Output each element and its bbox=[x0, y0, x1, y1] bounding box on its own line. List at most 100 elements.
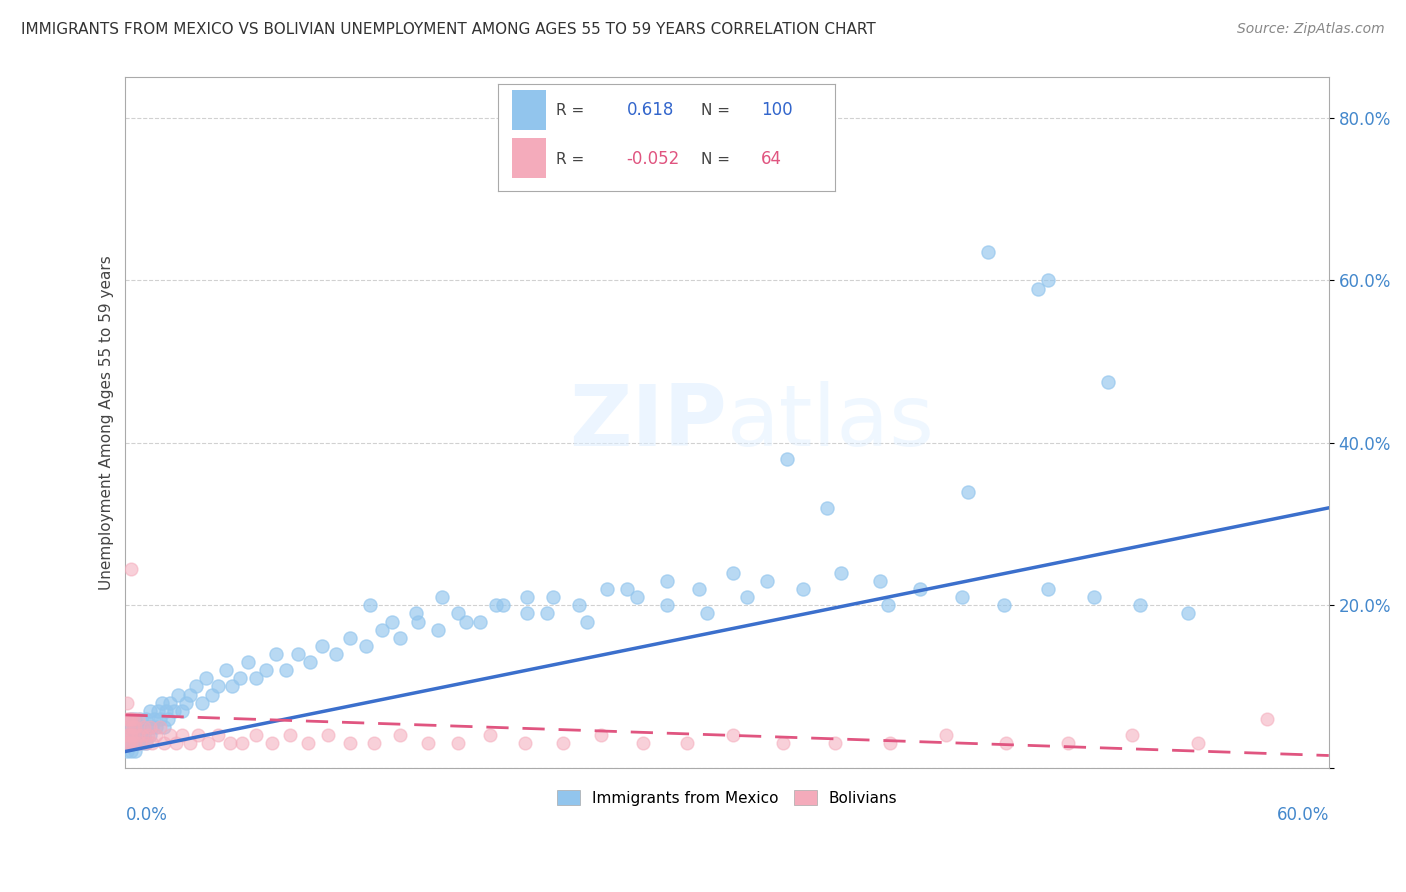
Point bbox=[146, 704, 169, 718]
Point bbox=[1326, 736, 1348, 750]
Point bbox=[655, 574, 678, 588]
Point bbox=[117, 696, 139, 710]
Point bbox=[197, 736, 219, 750]
Point bbox=[194, 672, 217, 686]
Point bbox=[190, 696, 212, 710]
Point bbox=[1187, 736, 1209, 750]
Point bbox=[117, 744, 139, 758]
Point bbox=[260, 736, 283, 750]
Point bbox=[513, 736, 536, 750]
Point bbox=[117, 736, 139, 750]
Point bbox=[575, 615, 598, 629]
Point bbox=[876, 599, 898, 613]
Point bbox=[596, 582, 619, 596]
Point bbox=[118, 712, 141, 726]
Point bbox=[1036, 582, 1059, 596]
Point bbox=[589, 728, 612, 742]
Point bbox=[696, 607, 718, 621]
Point bbox=[1256, 712, 1278, 726]
Point bbox=[131, 736, 153, 750]
Point bbox=[626, 590, 648, 604]
Point bbox=[128, 736, 150, 750]
Point bbox=[184, 680, 207, 694]
Point bbox=[447, 736, 470, 750]
Point bbox=[121, 744, 143, 758]
Point bbox=[122, 736, 145, 750]
Text: IMMIGRANTS FROM MEXICO VS BOLIVIAN UNEMPLOYMENT AMONG AGES 55 TO 59 YEARS CORREL: IMMIGRANTS FROM MEXICO VS BOLIVIAN UNEMP… bbox=[21, 22, 876, 37]
Point bbox=[215, 663, 238, 677]
Point bbox=[122, 712, 145, 726]
Point bbox=[359, 599, 381, 613]
Point bbox=[792, 582, 814, 596]
Point bbox=[956, 484, 979, 499]
Point bbox=[127, 712, 149, 726]
Point bbox=[124, 744, 146, 758]
Point bbox=[297, 736, 319, 750]
Point bbox=[122, 728, 145, 742]
Point bbox=[316, 728, 339, 742]
Point bbox=[568, 599, 591, 613]
Point bbox=[135, 712, 157, 726]
Point bbox=[950, 590, 973, 604]
Point bbox=[688, 582, 710, 596]
Point bbox=[735, 590, 758, 604]
Point bbox=[676, 736, 699, 750]
Point bbox=[159, 696, 181, 710]
Point bbox=[381, 615, 404, 629]
Point bbox=[152, 736, 174, 750]
Point bbox=[427, 623, 450, 637]
Point bbox=[138, 728, 160, 742]
Point bbox=[138, 704, 160, 718]
Point bbox=[128, 712, 150, 726]
Point bbox=[132, 728, 155, 742]
Point bbox=[406, 615, 429, 629]
Point bbox=[179, 736, 201, 750]
Point bbox=[824, 736, 846, 750]
Point bbox=[371, 623, 394, 637]
Point bbox=[127, 728, 149, 742]
Point bbox=[166, 688, 188, 702]
Point bbox=[165, 736, 187, 750]
Point bbox=[231, 736, 253, 750]
Point bbox=[127, 720, 149, 734]
Point bbox=[136, 728, 159, 742]
Point bbox=[122, 720, 145, 734]
Point bbox=[245, 672, 267, 686]
Point bbox=[551, 736, 574, 750]
Point bbox=[456, 615, 478, 629]
Point bbox=[136, 720, 159, 734]
Point bbox=[485, 599, 508, 613]
Point bbox=[174, 696, 197, 710]
Point bbox=[118, 736, 141, 750]
Point bbox=[156, 712, 179, 726]
Point bbox=[339, 631, 361, 645]
Point bbox=[479, 728, 502, 742]
Point bbox=[201, 688, 224, 702]
Point bbox=[879, 736, 901, 750]
Point bbox=[207, 680, 229, 694]
Point bbox=[278, 728, 301, 742]
Point bbox=[124, 712, 146, 726]
Point bbox=[418, 736, 440, 750]
Point bbox=[908, 582, 931, 596]
Point bbox=[631, 736, 654, 750]
Point bbox=[155, 704, 177, 718]
Point bbox=[1177, 607, 1199, 621]
Point bbox=[1026, 282, 1049, 296]
Point bbox=[1097, 375, 1119, 389]
Point bbox=[516, 590, 538, 604]
Point bbox=[207, 728, 229, 742]
Point bbox=[432, 590, 454, 604]
Point bbox=[118, 720, 141, 734]
Text: ZIP: ZIP bbox=[569, 381, 727, 464]
Point bbox=[145, 720, 167, 734]
Point bbox=[470, 615, 492, 629]
Point bbox=[363, 736, 385, 750]
Point bbox=[118, 728, 141, 742]
Point bbox=[994, 736, 1017, 750]
Point bbox=[150, 696, 173, 710]
Point bbox=[159, 728, 181, 742]
Point bbox=[389, 631, 412, 645]
Point bbox=[977, 245, 1000, 260]
Point bbox=[229, 672, 252, 686]
